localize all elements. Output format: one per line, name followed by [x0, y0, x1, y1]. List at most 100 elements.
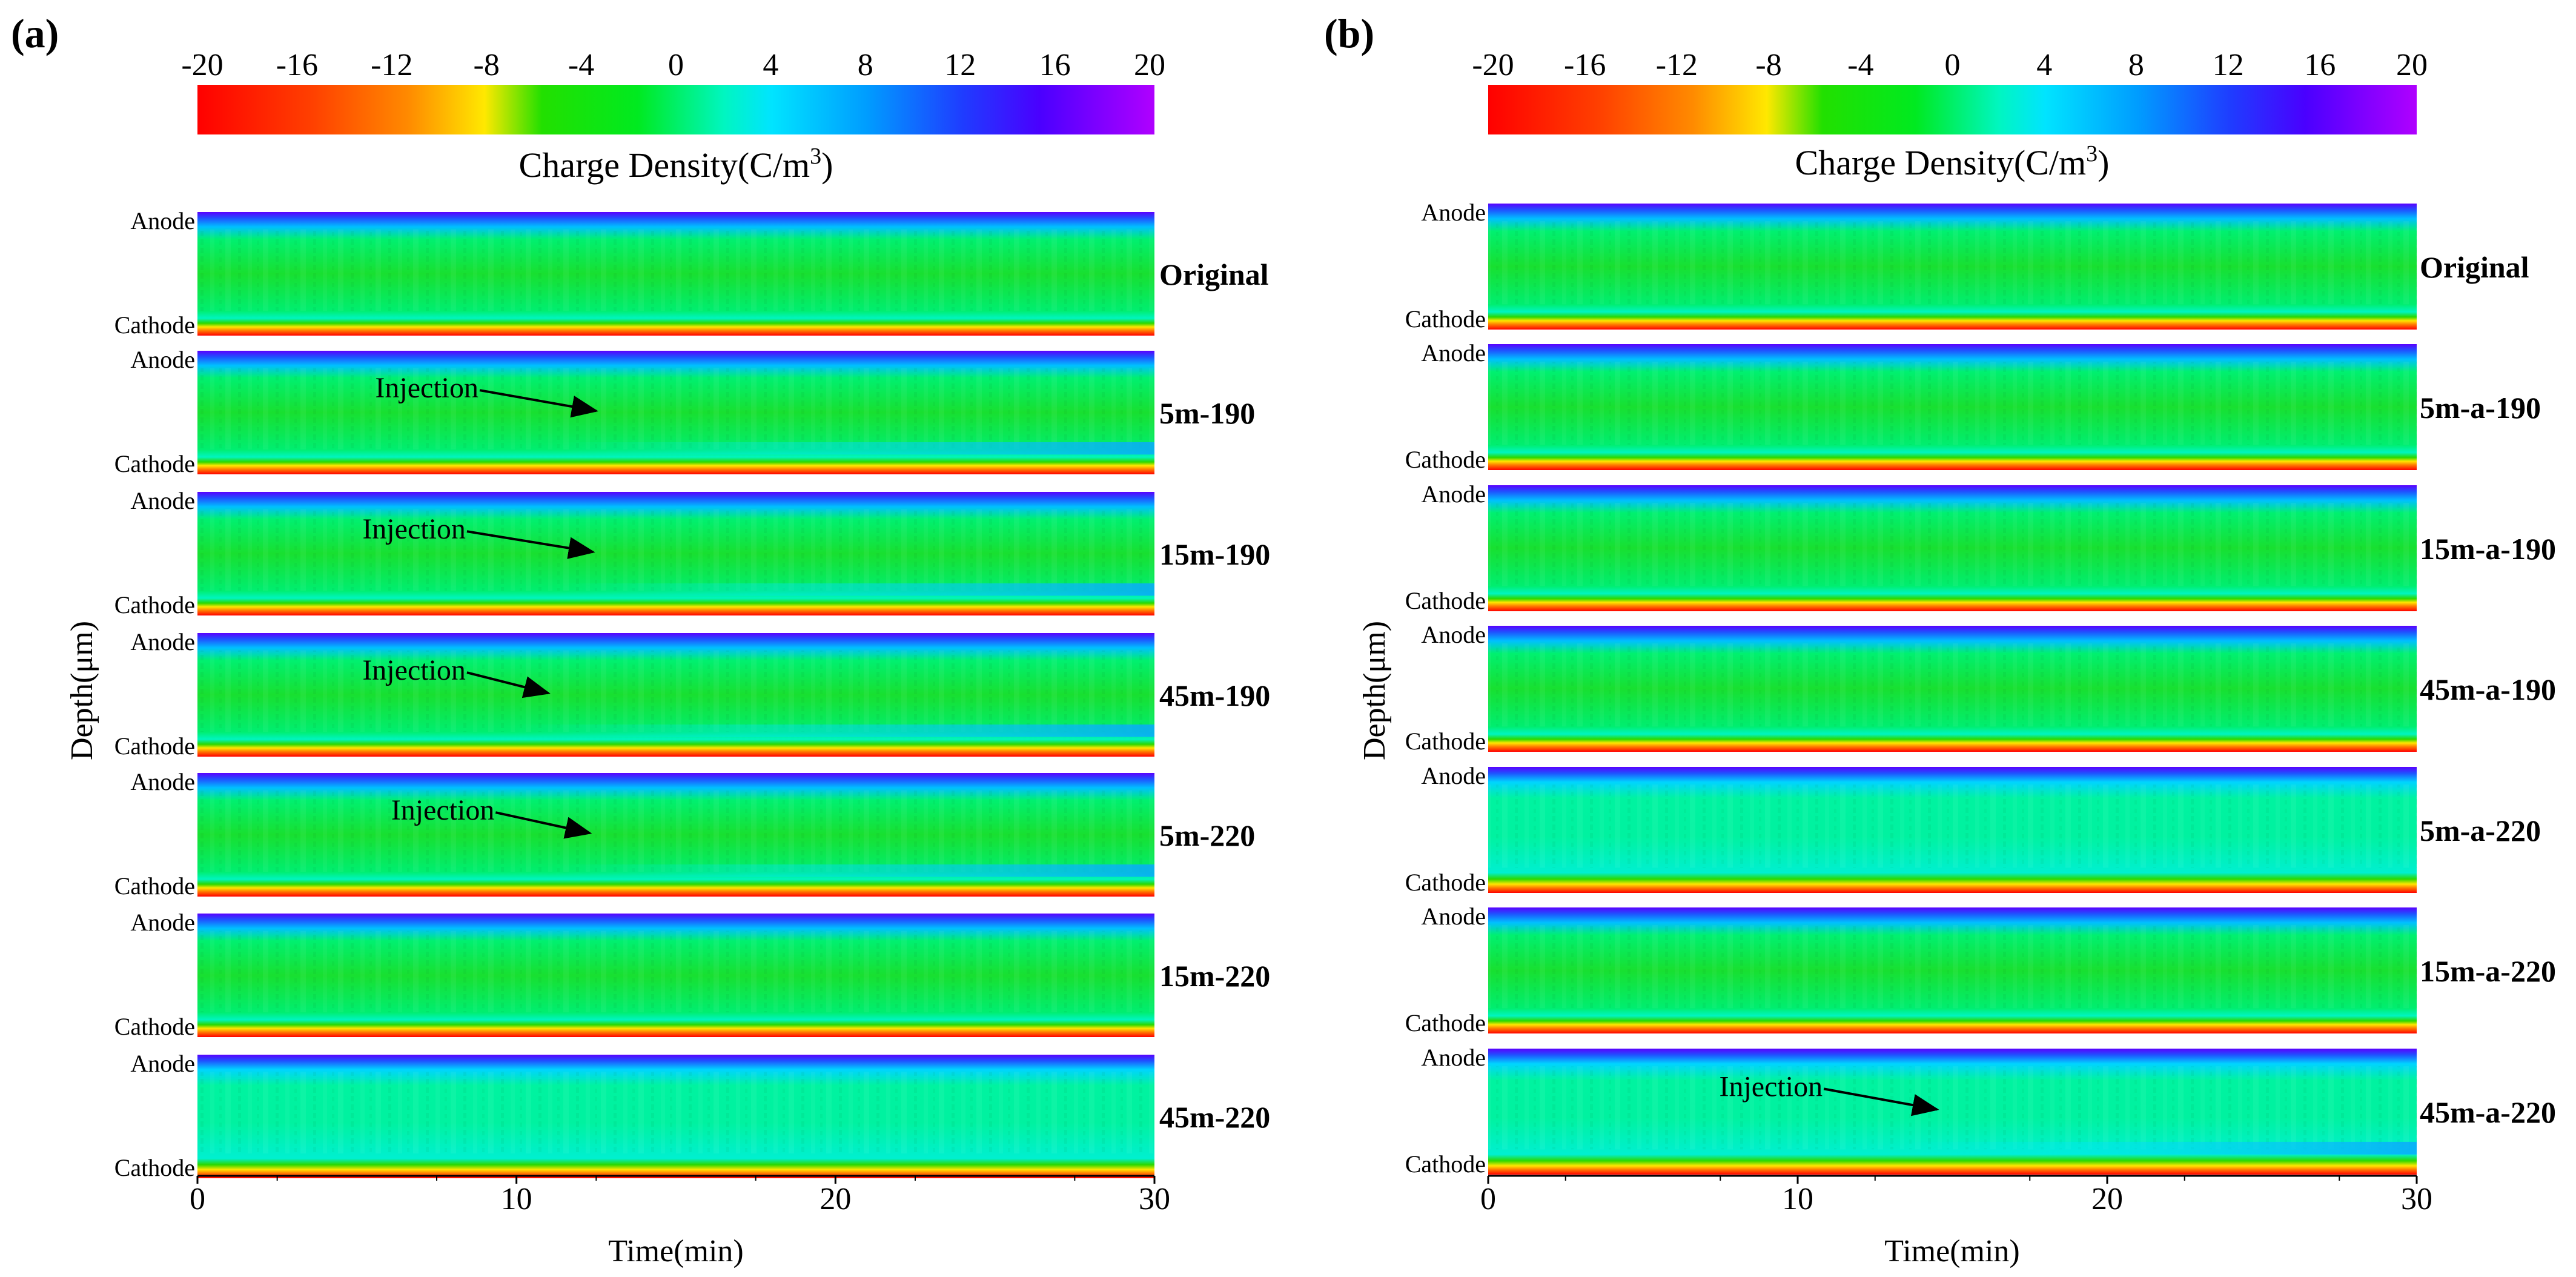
colorbar-ticks: -20 -16 -12 -8 -4 0 4 8 12 16 20	[1472, 48, 2428, 82]
row-label: 45m-a-220	[2420, 1095, 2556, 1129]
x-tick-label: 0	[190, 1182, 205, 1216]
colorbar-tick-label: 0	[668, 48, 684, 82]
heatmap-strips: Anode Cathode Original Injection Anode Cathod…	[114, 207, 1271, 1181]
colorbar-tick-label: 0	[1945, 48, 1961, 82]
injection-label: Injection	[362, 654, 466, 686]
colorbar-tick-label: 8	[858, 48, 873, 82]
x-axis-label: Time(min)	[1884, 1234, 2019, 1269]
injection-label: Injection	[375, 372, 478, 404]
heatmap-row: Anode Cathode 15m-a-190	[1405, 480, 2556, 614]
depth-label-top: Anode	[130, 1050, 195, 1077]
depth-label-bottom: Cathode	[114, 450, 195, 477]
panel-label: (a)	[11, 10, 59, 56]
x-tick-label: 20	[2091, 1182, 2123, 1216]
heatmap-texture	[1488, 925, 2417, 1009]
depth-label-top: Anode	[1421, 621, 1486, 648]
x-tick-label: 30	[2401, 1182, 2432, 1216]
row-label: 5m-a-190	[2420, 391, 2541, 425]
heatmap-texture	[1488, 1066, 2417, 1150]
colorbar-tick-label: -20	[1472, 48, 1514, 82]
row-label: Original	[1159, 257, 1269, 291]
x-tick-label: 30	[1139, 1182, 1170, 1216]
depth-label-bottom: Cathode	[114, 1154, 195, 1181]
depth-label-top: Anode	[1421, 480, 1486, 508]
injection-arrow	[495, 811, 592, 839]
depth-label-top: Anode	[1421, 339, 1486, 367]
colorbar-tick-label: -4	[568, 48, 594, 82]
colorbar	[197, 85, 1154, 134]
heatmap-texture	[197, 509, 1154, 591]
depth-label-top: Anode	[130, 207, 195, 234]
depth-label-bottom: Cathode	[1405, 728, 1486, 755]
depth-label-top: Anode	[1421, 199, 1486, 226]
row-label: 45m-220	[1159, 1100, 1270, 1134]
injection-label: Injection	[1719, 1070, 1823, 1103]
row-label: 15m-190	[1159, 537, 1270, 571]
x-tick-label: 10	[1782, 1182, 1813, 1216]
heatmap-row: Anode Cathode 5m-a-220	[1405, 762, 2541, 896]
colorbar-tick-label: -4	[1847, 48, 1873, 82]
depth-label-bottom: Cathode	[1405, 1150, 1486, 1178]
heatmap-texture	[1488, 362, 2417, 445]
colorbar-tick-label: -16	[276, 48, 318, 82]
x-axis-ticks: 0 10 20 30	[1480, 1176, 2432, 1216]
y-axis-label: Depth(μm)	[1357, 621, 1392, 760]
depth-label-top: Anode	[1421, 1044, 1486, 1071]
injection-label: Injection	[362, 513, 466, 545]
colorbar-title: Charge Density(C/m3)	[519, 144, 833, 185]
colorbar-tick-label: -20	[181, 48, 223, 82]
x-tick-label: 20	[819, 1182, 851, 1216]
row-label: 45m-190	[1159, 678, 1270, 712]
heatmap-row: Anode Cathode Original	[114, 207, 1269, 339]
depth-label-top: Anode	[130, 768, 195, 795]
depth-label-top: Anode	[130, 487, 195, 514]
panel-a: (a) -20 -16 -12 -8 -4 0 4 8 12 16 20 Charge Densit…	[11, 10, 1270, 1269]
colorbar-tick-label: -8	[1755, 48, 1781, 82]
depth-label-bottom: Cathode	[1405, 1009, 1486, 1037]
panel-label: (b)	[1324, 10, 1374, 56]
y-axis-label: Depth(μm)	[65, 621, 99, 760]
heatmap-texture	[1488, 784, 2417, 868]
injection-region	[553, 864, 1154, 877]
injection-region	[557, 583, 1154, 596]
colorbar-tick-label: 12	[2213, 48, 2244, 82]
colorbar-tick-label: 12	[944, 48, 976, 82]
x-tick-label: 0	[1480, 1182, 1496, 1216]
colorbar-tick-label: -16	[1564, 48, 1606, 82]
depth-label-bottom: Cathode	[114, 732, 195, 760]
colorbar-tick-label: 16	[2304, 48, 2336, 82]
depth-label-top: Anode	[1421, 903, 1486, 930]
colorbar-title: Charge Density(C/m3)	[1795, 141, 2110, 182]
colorbar-tick-label: 16	[1039, 48, 1071, 82]
depth-label-bottom: Cathode	[1405, 587, 1486, 614]
depth-label-top: Anode	[1421, 762, 1486, 789]
heatmap-texture	[197, 1072, 1154, 1154]
heatmap-texture	[197, 650, 1154, 732]
heatmap-row: Anode Cathode Original	[1405, 199, 2529, 333]
row-label: 15m-a-190	[2420, 532, 2556, 566]
injection-label: Injection	[391, 794, 495, 826]
heatmap-row: Injection Anode Cathode 15m-190	[114, 487, 1271, 619]
depth-label-top: Anode	[130, 628, 195, 655]
heatmap-texture	[197, 229, 1154, 311]
heatmap-row: Injection Anode Cathode 5m-220	[114, 768, 1256, 900]
row-label: 5m-a-220	[2420, 814, 2541, 847]
row-label: Original	[2420, 250, 2529, 284]
heatmap-texture	[197, 930, 1154, 1013]
heatmap-texture	[1488, 221, 2417, 305]
depth-label-bottom: Cathode	[114, 1013, 195, 1040]
injection-region	[560, 442, 1154, 455]
heatmap-row: Anode Cathode 45m-220	[114, 1050, 1271, 1181]
heatmap-texture	[1488, 503, 2417, 586]
injection-region	[1900, 1141, 2417, 1155]
depth-label-bottom: Cathode	[1405, 446, 1486, 473]
x-axis-label: Time(min)	[608, 1234, 743, 1269]
injection-arrow	[466, 671, 551, 698]
heatmap-strips: Anode Cathode Original Anode Cathode 5m-a-190…	[1405, 199, 2556, 1178]
injection-arrow	[466, 530, 595, 559]
colorbar-tick-label: 20	[2396, 48, 2428, 82]
panel-b: (b) -20 -16 -12 -8 -4 0 4 8 12 16 20 Charge Densit…	[1324, 10, 2556, 1269]
injection-arrow	[1823, 1087, 1939, 1116]
heatmap-row: Anode Cathode 15m-220	[114, 909, 1271, 1040]
